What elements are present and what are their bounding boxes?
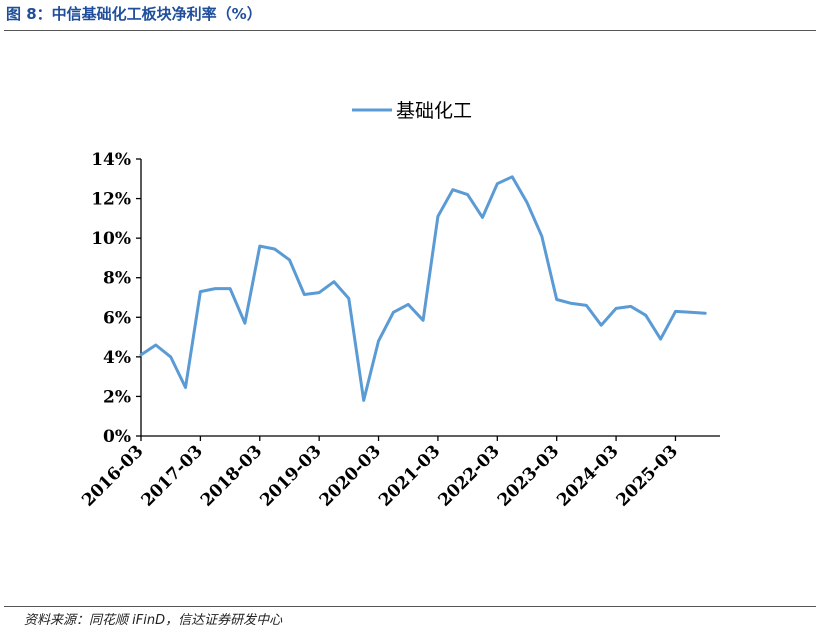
- y-tick-label: 2%: [103, 387, 131, 407]
- top-divider: [4, 30, 816, 31]
- data-point: [377, 339, 380, 343]
- x-tick-label: 2021-03: [375, 441, 444, 510]
- data-point: [228, 287, 232, 290]
- legend: 基础化工: [352, 100, 472, 122]
- y-tick-label: 14%: [91, 150, 131, 170]
- data-point: [288, 258, 291, 262]
- data-point: [600, 324, 603, 327]
- x-tick-label: 2025-03: [613, 441, 682, 510]
- figure-title: 图 8：中信基础化工板块净利率（%）: [6, 5, 262, 23]
- y-tick-label: 8%: [103, 269, 131, 289]
- y-tick-label: 6%: [103, 308, 131, 328]
- data-point: [184, 386, 187, 389]
- data-point: [510, 175, 514, 179]
- data-point: [689, 311, 692, 314]
- x-tick-label: 2022-03: [435, 441, 504, 510]
- data-point: [481, 216, 484, 219]
- data-point: [332, 280, 336, 283]
- y-tick-label: 12%: [91, 190, 131, 210]
- data-point: [421, 319, 425, 322]
- data-point: [362, 399, 365, 402]
- data-point: [347, 297, 351, 300]
- data-point: [273, 247, 276, 251]
- series-line: [139, 175, 707, 402]
- data-point: [154, 343, 158, 347]
- data-point: [466, 193, 469, 196]
- data-point: [199, 290, 202, 293]
- data-point: [303, 293, 306, 296]
- data-point: [436, 215, 440, 218]
- data-point: [659, 337, 662, 341]
- plot-area: [139, 175, 707, 402]
- data-point: [139, 353, 143, 357]
- data-point: [214, 287, 217, 290]
- y-tick-label: 4%: [103, 348, 131, 368]
- data-point: [451, 188, 454, 191]
- x-tick-label: 2024-03: [553, 441, 622, 510]
- source-note: 资料来源：同花顺 iFinD，信达证券研发中心: [24, 613, 283, 628]
- data-point: [570, 302, 573, 305]
- x-tick-label: 2020-03: [316, 441, 385, 510]
- bottom-divider: [4, 606, 816, 607]
- data-point: [540, 234, 544, 238]
- y-tick-label: 10%: [91, 229, 131, 249]
- data-point: [258, 244, 261, 248]
- data-point: [644, 314, 647, 317]
- y-tick-label: 0%: [103, 427, 131, 447]
- data-point: [674, 310, 677, 313]
- data-point: [555, 298, 558, 301]
- x-tick-label: 2018-03: [197, 441, 266, 510]
- data-point: [629, 305, 633, 308]
- data-point: [614, 307, 618, 310]
- x-tick-label: 2019-03: [256, 441, 325, 510]
- data-point: [243, 322, 247, 325]
- data-point: [169, 355, 172, 359]
- y-axis: 0% 2% 4% 6% 8% 10% 12% 14%: [91, 150, 142, 447]
- data-point: [585, 304, 588, 307]
- x-tick-label: 2016-03: [78, 441, 147, 510]
- data-point: [525, 201, 529, 204]
- legend-label: 基础化工: [396, 100, 472, 122]
- data-point: [703, 312, 707, 315]
- x-axis: 2016-032017-032018-032019-032020-032021-…: [78, 435, 720, 511]
- data-point: [496, 182, 499, 185]
- data-point: [392, 311, 395, 314]
- x-tick-label: 2023-03: [494, 441, 563, 510]
- data-point: [317, 291, 321, 294]
- x-tick-label: 2017-03: [138, 441, 207, 510]
- data-point: [407, 303, 410, 306]
